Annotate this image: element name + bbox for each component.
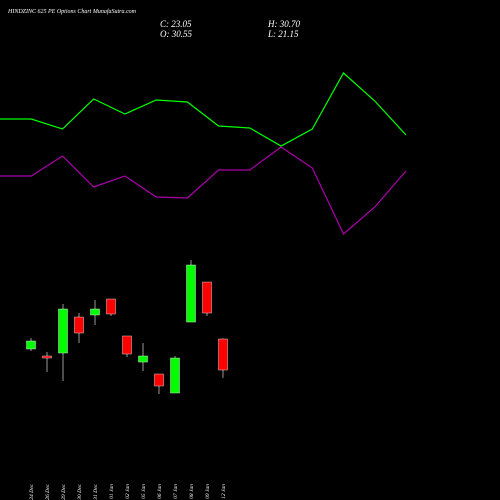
candle-body: [42, 355, 52, 359]
open-label: O: 30.55: [160, 29, 192, 39]
x-tick-label: 09 Jan: [205, 484, 211, 499]
x-tick-label: 07 Jan: [173, 484, 179, 499]
candle-body: [90, 308, 100, 316]
candle-body: [218, 338, 228, 371]
high-label: H: 30.70: [267, 19, 300, 29]
candle-body: [186, 264, 196, 323]
low-label: L: 21.15: [267, 29, 299, 39]
chart-title: HINDZINC 625 PE Options Chart MunafaSutr…: [7, 8, 137, 15]
x-tick-label: 26 Dec: [45, 483, 51, 499]
candle-body: [122, 335, 132, 355]
x-tick-label: 24 Dec: [28, 483, 35, 499]
line-series: [0, 146, 407, 235]
line-series: [0, 72, 407, 147]
candle-body: [26, 340, 36, 350]
candle-body: [170, 357, 180, 394]
x-tick-label: 05 Jan: [141, 484, 147, 499]
x-tick-label: 30 Dec: [77, 483, 83, 500]
candle-body: [58, 308, 68, 354]
x-tick-label: 02 Jan: [125, 484, 131, 499]
close-label: C: 23.05: [160, 19, 192, 29]
x-tick-label: 29 Dec: [61, 483, 67, 499]
x-tick-label: 12 Jan: [221, 484, 227, 499]
x-tick-label: 06 Jan: [157, 484, 163, 499]
candle-body: [74, 316, 84, 334]
candle-body: [138, 355, 148, 363]
x-tick-label: 01 Jan: [109, 484, 115, 499]
x-tick-label: 31 Dec: [93, 483, 99, 500]
candle-body: [154, 373, 164, 387]
x-tick-label: 08 Jan: [189, 484, 195, 499]
candle-body: [106, 298, 116, 315]
candle-body: [202, 281, 212, 314]
